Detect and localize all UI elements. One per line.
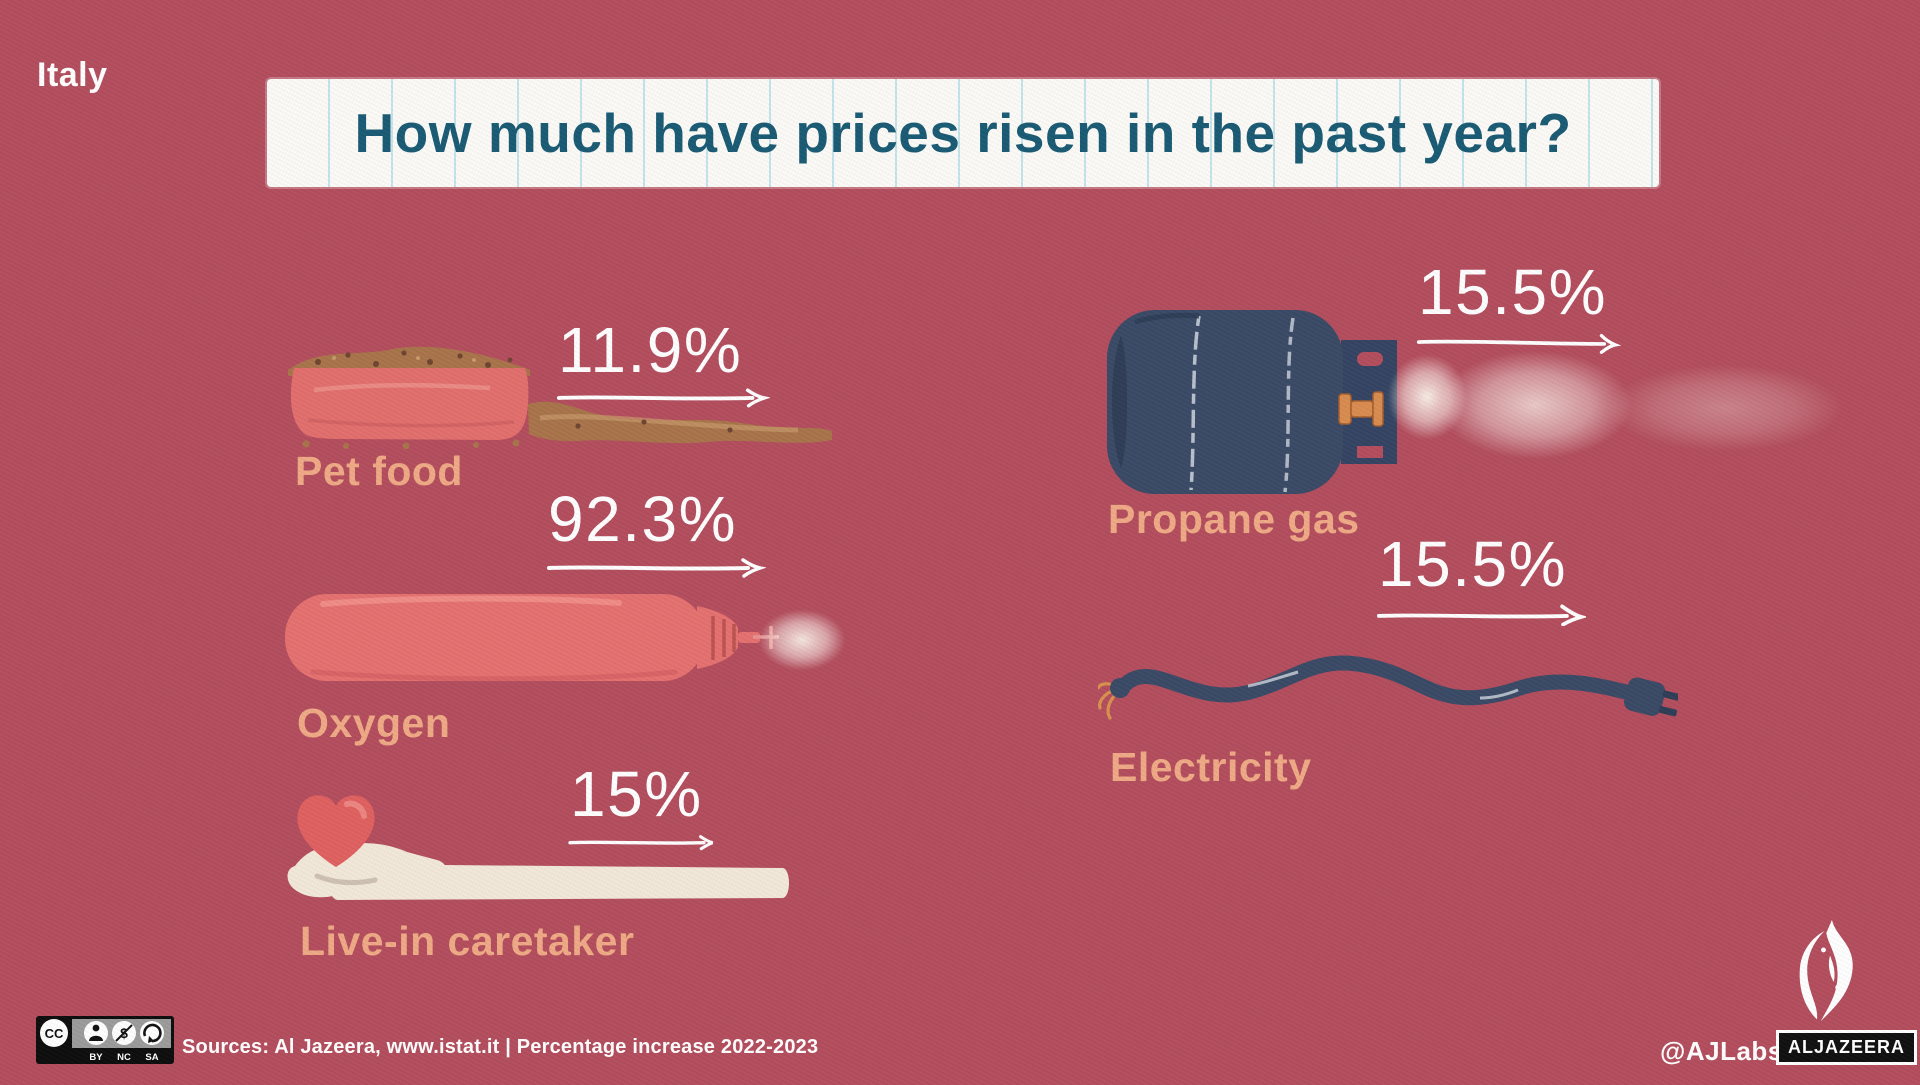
power-cable-illustration xyxy=(1098,655,1678,720)
pet-food-value: 11.9% xyxy=(558,314,743,386)
propane-value: 15.5% xyxy=(1418,256,1607,328)
growth-arrow-icon xyxy=(547,558,766,578)
heart-in-hand-illustration xyxy=(287,795,789,900)
country-label: Italy xyxy=(37,56,108,94)
title-banner: How much have prices risen in the past y… xyxy=(267,79,1659,187)
growth-arrow-icon xyxy=(1416,333,1621,354)
pet-food-label: Pet food xyxy=(295,448,463,494)
growth-arrow-icon xyxy=(568,835,714,851)
svg-text:NC: NC xyxy=(117,1052,131,1063)
electricity-value: 15.5% xyxy=(1378,528,1567,600)
attribution-person-icon xyxy=(84,1021,108,1045)
oxygen-tank-illustration xyxy=(285,594,779,682)
aljazeera-wordmark: ALJAZEERA xyxy=(1776,1030,1918,1065)
growth-arrow-icon xyxy=(556,388,770,408)
sources-text: Sources: Al Jazeera, www.istat.it | Perc… xyxy=(182,1036,819,1058)
propane-flame-puff xyxy=(1560,348,1890,468)
pet-food-bowl-illustration xyxy=(288,346,832,450)
non-commercial-dollar-icon: $ xyxy=(112,1021,136,1045)
propane-label: Propane gas xyxy=(1108,496,1360,542)
propane-tank-illustration xyxy=(1107,310,1397,494)
svg-text:CC: CC xyxy=(45,1026,64,1041)
oxygen-value: 92.3% xyxy=(548,483,737,555)
al-jazeera-flame-logo xyxy=(1799,919,1853,1022)
caretaker-value: 15% xyxy=(570,758,703,830)
electricity-label: Electricity xyxy=(1110,744,1312,790)
cc-license-badge: CC $ BY NC SA xyxy=(36,1016,174,1064)
svg-text:BY: BY xyxy=(89,1052,103,1063)
ajlabs-handle: @AJLabs xyxy=(1660,1036,1783,1066)
growth-arrow-icon xyxy=(1376,604,1586,626)
share-alike-arrow-icon xyxy=(140,1021,164,1045)
svg-text:SA: SA xyxy=(145,1052,158,1063)
cc-icon: CC xyxy=(40,1019,68,1047)
caretaker-label: Live-in caretaker xyxy=(300,918,635,964)
page-title: How much have prices risen in the past y… xyxy=(354,102,1572,164)
oxygen-label: Oxygen xyxy=(297,700,451,746)
